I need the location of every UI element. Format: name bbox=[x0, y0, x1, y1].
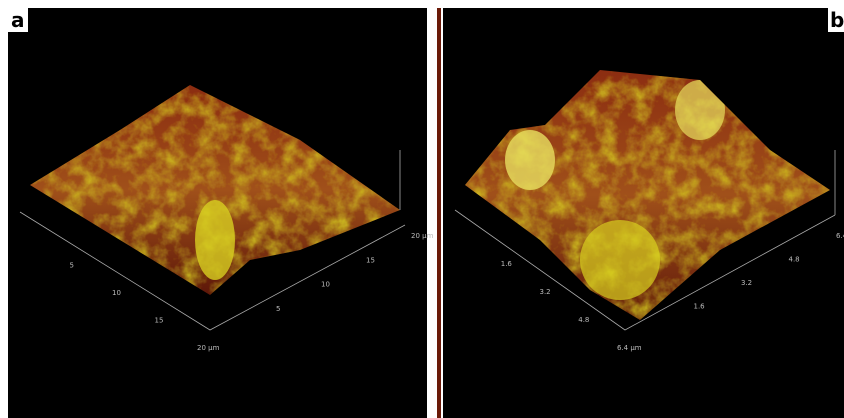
axis-tick-label: 10 bbox=[112, 289, 121, 297]
axis-tick-label: 5 bbox=[70, 262, 74, 270]
axis-tick-label: 20 µm bbox=[197, 344, 220, 352]
axis-tick-label: 1.6 bbox=[501, 260, 513, 268]
axis-tick-label: 20 µm bbox=[411, 232, 434, 240]
panel-label: a bbox=[11, 8, 25, 32]
axis-tick-label: 3.2 bbox=[540, 288, 551, 296]
panel-label: b bbox=[830, 8, 844, 32]
axis-tick-label: 6.4 µm bbox=[617, 344, 642, 352]
axis-tick-label: 5 bbox=[276, 305, 280, 313]
axis-tick-label: 15 bbox=[366, 256, 375, 264]
axis-tick-label: 3.2 bbox=[741, 279, 752, 287]
axis-tick-label: 15 bbox=[155, 317, 164, 325]
figure: a b 5 10 15 20 µm 5 10 15 20 µm 1.6 3.2 4.8 6.4 µm 1… bbox=[0, 0, 844, 418]
axis-tick-label: 10 bbox=[321, 281, 330, 289]
axis-tick-label: 4.8 bbox=[578, 316, 589, 324]
axis-tick-label: 4.8 bbox=[789, 256, 800, 264]
axis-tick-label: 6.4 µm bbox=[836, 232, 844, 240]
divider bbox=[437, 8, 441, 418]
axis-tick-label: 1.6 bbox=[694, 303, 706, 311]
